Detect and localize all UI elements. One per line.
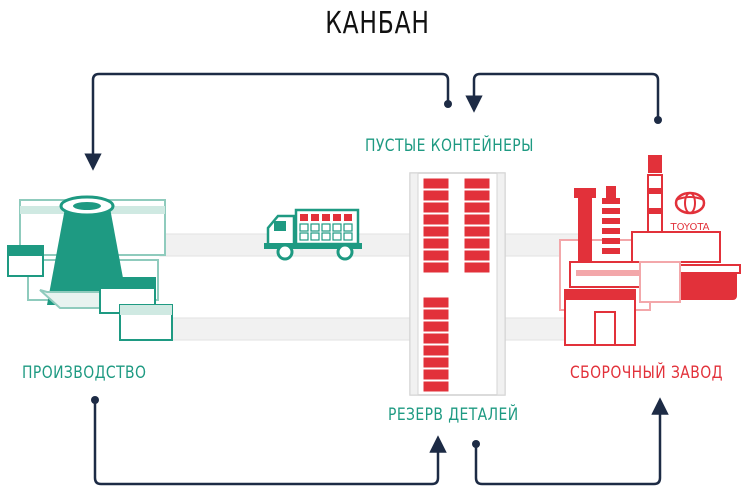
arrow-containers-to-production <box>84 72 450 171</box>
parts-reserve-label: РЕЗЕРВ ДЕТАЛЕЙ <box>388 405 519 425</box>
conveyor-belts <box>159 233 591 341</box>
assembly-plant-label: СБОРОЧНЫЙ ЗАВОД <box>570 363 723 383</box>
arrow-reserve-to-plant <box>474 397 669 486</box>
assembly-plant-icon <box>559 155 741 346</box>
delivery-truck-icon <box>264 208 362 261</box>
kanban-flow-arrows <box>84 72 669 486</box>
arrow-start-dots <box>91 100 662 448</box>
production-plant-icon <box>7 195 173 341</box>
production-label: ПРОИЗВОДСТВО <box>22 363 147 383</box>
arrow-plant-to-containers <box>465 72 660 122</box>
diagram-title: КАНБАН <box>325 6 430 41</box>
empty-containers-label: ПУСТЫЕ КОНТЕЙНЕРЫ <box>365 136 534 156</box>
container-rack-icon <box>409 172 506 396</box>
arrow-production-to-reserve <box>93 398 447 486</box>
brand-logo-text: TOYOTA <box>669 222 709 233</box>
